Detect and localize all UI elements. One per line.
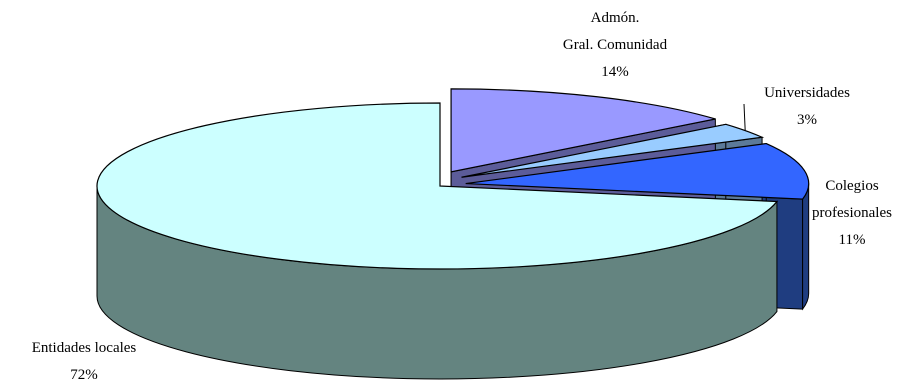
label-universidades-line-1: Universidades <box>764 85 850 101</box>
pie-slice-2 <box>461 123 765 178</box>
label-universidades-value: 3% <box>797 112 817 128</box>
leader-line-universidades <box>743 103 746 131</box>
pie-slice-4 <box>96 102 779 270</box>
pie-slice-3 <box>465 142 810 200</box>
label-colegios-value: 11% <box>839 232 866 248</box>
label-colegios-line-2: profesionales <box>812 205 892 221</box>
label-universidades: Universidades 3% <box>764 85 850 128</box>
pie-slice-1 <box>450 88 716 173</box>
label-colegios: Colegios profesionales 11% <box>812 178 892 248</box>
label-entidades-line-1: Entidades locales <box>32 340 137 356</box>
label-entidades: Entidades locales 72% <box>32 340 137 383</box>
label-admon-line-1: Admón. <box>591 10 640 26</box>
label-entidades-value: 72% <box>70 367 98 383</box>
pie-top-layer <box>96 88 810 270</box>
leader-lines <box>743 103 746 131</box>
label-admon-line-2: Gral. Comunidad <box>563 37 668 53</box>
pie-side-3 <box>802 183 810 311</box>
label-colegios-line-1: Colegios <box>825 178 878 194</box>
label-admon: Admón. Gral. Comunidad 14% <box>563 10 668 80</box>
label-admon-value: 14% <box>601 64 629 80</box>
